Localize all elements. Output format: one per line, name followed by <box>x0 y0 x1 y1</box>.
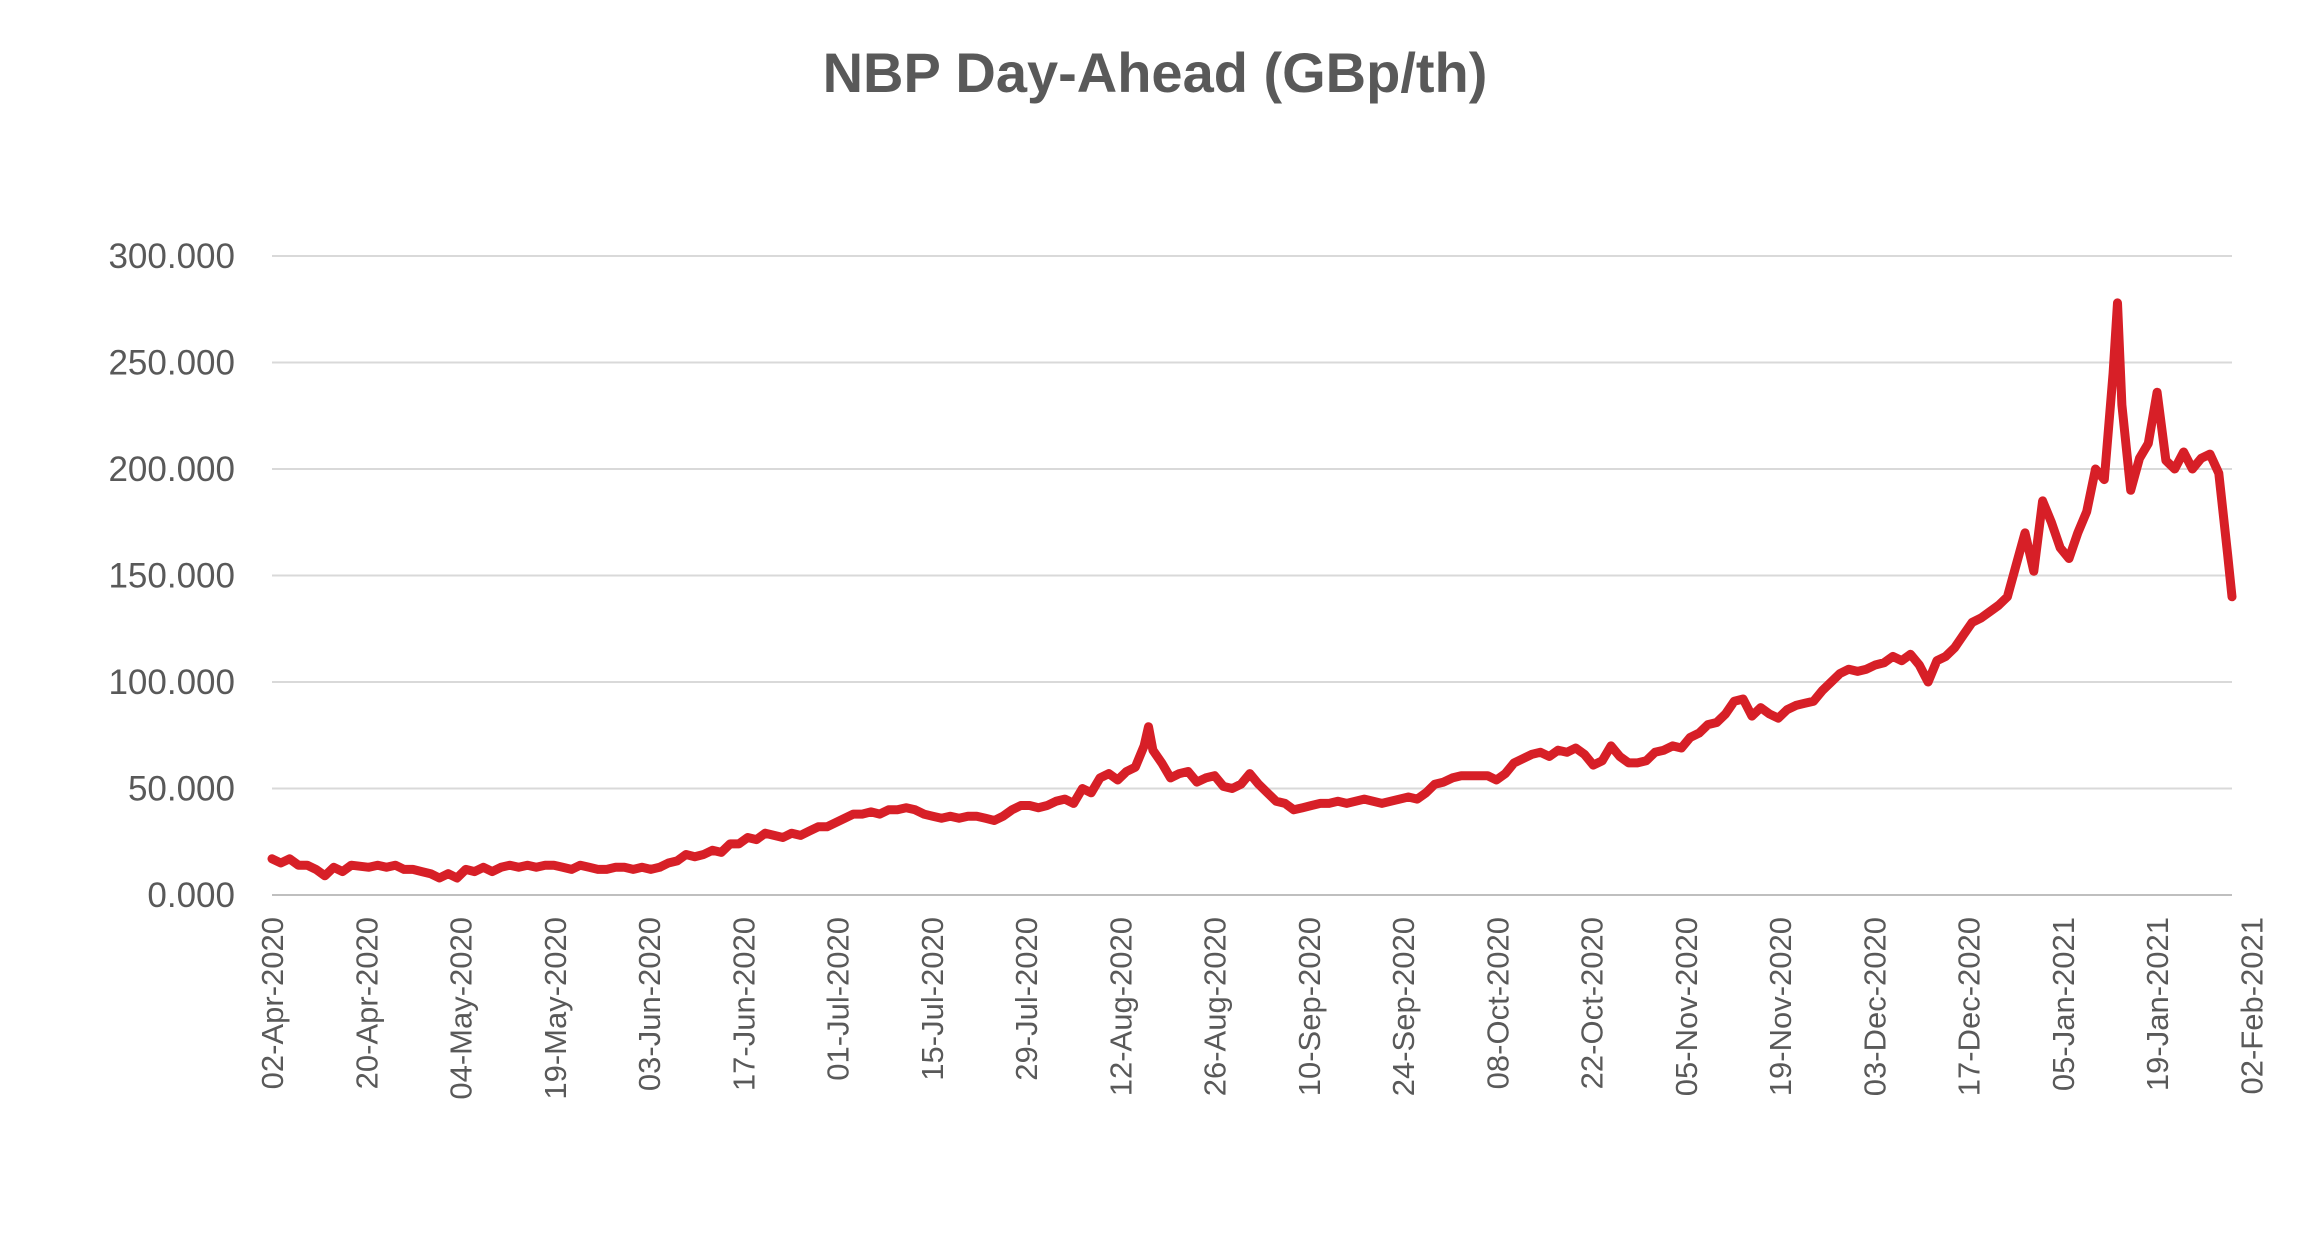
x-tick-label: 26-Aug-2020 <box>1198 917 1233 1096</box>
x-tick-label: 19-Jan-2021 <box>2140 917 2175 1091</box>
series-layer <box>267 298 2237 883</box>
y-tick-label: 300.000 <box>108 237 235 276</box>
x-tick-label: 02-Feb-2021 <box>2234 917 2269 1095</box>
x-tick-label: 05-Nov-2020 <box>1669 917 1704 1096</box>
x-axis-tick-labels: 02-Apr-2020 20-Apr-2020 04-May-2020 19-May-… <box>255 917 2269 1100</box>
x-tick-label: 05-Jan-2021 <box>2046 917 2081 1091</box>
x-tick-label: 20-Apr-2020 <box>349 917 384 1089</box>
x-tick-label: 01-Jul-2020 <box>821 917 856 1081</box>
series-line <box>267 298 2237 883</box>
y-tick-label: 150.000 <box>108 557 235 596</box>
x-tick-label: 29-Jul-2020 <box>1009 917 1044 1081</box>
x-tick-label: 03-Dec-2020 <box>1857 917 1892 1096</box>
x-tick-label: 10-Sep-2020 <box>1292 917 1327 1096</box>
x-tick-label: 19-May-2020 <box>538 917 573 1100</box>
x-tick-label: 08-Oct-2020 <box>1480 917 1515 1089</box>
chart-title: NBP Day-Ahead (GBp/th) <box>823 41 1488 104</box>
y-axis-tick-labels: 0.000 50.000 100.000 150.000 200.000 250.000 3… <box>108 237 235 915</box>
x-tick-label: 22-Oct-2020 <box>1575 917 1610 1089</box>
x-tick-label: 12-Aug-2020 <box>1103 917 1138 1096</box>
y-tick-label: 200.000 <box>108 450 235 489</box>
x-tick-label: 24-Sep-2020 <box>1386 917 1421 1096</box>
y-tick-label: 100.000 <box>108 663 235 702</box>
y-tick-label: 0.000 <box>147 876 235 915</box>
x-tick-label: 19-Nov-2020 <box>1763 917 1798 1096</box>
gridlines <box>272 255 2232 896</box>
x-tick-label: 02-Apr-2020 <box>255 917 290 1089</box>
y-tick-label: 50.000 <box>128 770 235 809</box>
y-tick-label: 250.000 <box>108 344 235 383</box>
x-tick-label: 04-May-2020 <box>444 917 479 1100</box>
x-tick-label: 03-Jun-2020 <box>632 917 667 1091</box>
x-tick-label: 17-Jun-2020 <box>726 917 761 1091</box>
x-tick-label: 15-Jul-2020 <box>915 917 950 1081</box>
x-tick-label: 17-Dec-2020 <box>1952 917 1987 1096</box>
